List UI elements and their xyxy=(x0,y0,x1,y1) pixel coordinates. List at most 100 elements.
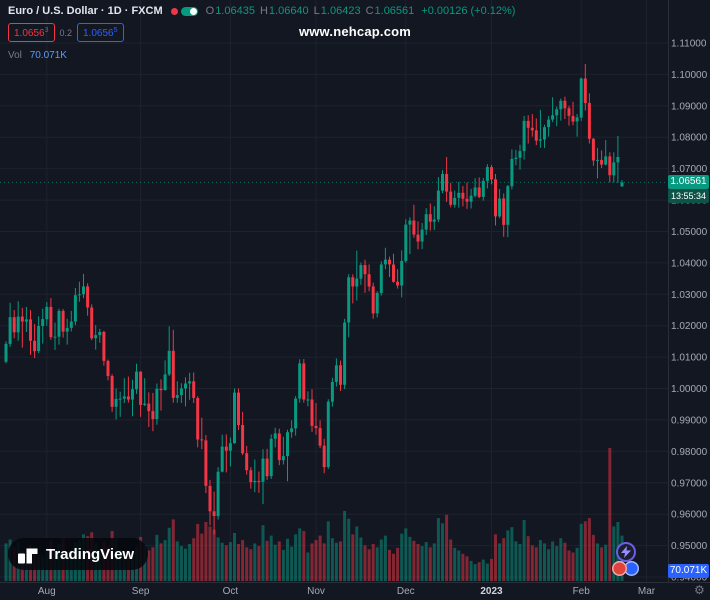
candle-body xyxy=(253,480,257,483)
buy-button[interactable]: 1.06565 xyxy=(77,23,124,42)
price-axis-label[interactable]: 0.94000 xyxy=(671,573,708,584)
price-axis-label[interactable]: 1.08000 xyxy=(671,133,708,144)
candle-body xyxy=(375,293,379,314)
axis-settings-gear-icon[interactable]: ⚙ xyxy=(694,583,705,597)
time-axis-label[interactable]: 2023 xyxy=(480,586,503,597)
candle-body xyxy=(347,277,351,323)
candle-body xyxy=(57,310,61,337)
volume-bar xyxy=(514,541,518,581)
candle-body xyxy=(167,350,171,375)
candle-body xyxy=(616,157,620,163)
candle-body xyxy=(547,119,551,128)
candle-body xyxy=(424,214,428,230)
candle-body xyxy=(196,398,200,440)
candle-body xyxy=(416,234,420,242)
time-axis-label[interactable]: Nov xyxy=(307,586,325,597)
volume-bar xyxy=(249,549,253,581)
tradingview-logo[interactable]: TradingView xyxy=(8,538,149,570)
candle-body xyxy=(179,388,183,396)
candle-body xyxy=(314,425,318,429)
open-value: 1.06435 xyxy=(215,5,255,17)
sell-button[interactable]: 1.06563 xyxy=(8,23,55,42)
price-axis-label[interactable]: 1.02000 xyxy=(671,321,708,332)
market-status-toggle[interactable] xyxy=(170,6,198,16)
volume-bar xyxy=(314,540,318,581)
price-axis-label[interactable]: 1.00000 xyxy=(671,384,708,395)
time-axis-label[interactable]: Oct xyxy=(223,586,239,597)
record-dot-icon xyxy=(170,7,178,15)
candle-body xyxy=(163,374,167,391)
time-axis-label[interactable]: Feb xyxy=(573,586,591,597)
candle-body xyxy=(392,264,395,282)
candle-body xyxy=(432,219,436,222)
price-axis-label[interactable]: 1.10000 xyxy=(671,70,708,81)
volume-bar xyxy=(359,537,363,581)
candle-body xyxy=(494,179,497,217)
volume-bar xyxy=(4,543,8,581)
volume-bar xyxy=(392,553,395,581)
candle-body xyxy=(294,398,298,429)
candle-body xyxy=(583,78,587,103)
volume-bar xyxy=(326,521,330,581)
volume-bar xyxy=(204,522,208,581)
volume-bar xyxy=(494,534,497,581)
price-axis-label[interactable]: 0.99000 xyxy=(671,415,708,426)
price-axis-label[interactable]: 1.03000 xyxy=(671,290,708,301)
candle-body xyxy=(575,117,579,122)
price-axis-label[interactable]: 0.98000 xyxy=(671,447,708,458)
candle-body xyxy=(461,192,465,199)
candle-body xyxy=(53,336,57,338)
reaction-icons[interactable] xyxy=(612,561,642,577)
candle-body xyxy=(339,365,342,385)
candle-body xyxy=(563,100,567,109)
candle-body xyxy=(265,458,269,477)
volume-bar xyxy=(522,520,526,581)
volume-bar xyxy=(343,510,347,581)
boost-button[interactable] xyxy=(616,542,636,562)
candle-body xyxy=(257,480,261,482)
candle-body xyxy=(273,433,277,439)
price-axis-label[interactable]: 1.11000 xyxy=(671,39,707,50)
current-price-badge[interactable]: 1.06561 xyxy=(668,175,709,189)
volume-bar xyxy=(196,523,200,581)
price-axis-label[interactable]: 1.09000 xyxy=(671,101,708,112)
time-axis-label[interactable]: Sep xyxy=(132,586,150,597)
price-axis-label[interactable]: 0.97000 xyxy=(671,478,708,489)
volume-bar xyxy=(347,518,351,581)
volume-bar xyxy=(420,546,424,581)
volume-bar xyxy=(445,514,449,581)
candle-body xyxy=(139,371,143,405)
tradingview-brand-text: TradingView xyxy=(46,545,135,563)
price-axis-label[interactable]: 1.07000 xyxy=(671,164,708,175)
volume-bar xyxy=(396,547,400,581)
volume-bar xyxy=(159,543,163,581)
volume-label[interactable]: Vol xyxy=(8,50,22,61)
price-axis-label[interactable]: 0.95000 xyxy=(671,541,708,552)
volume-bar xyxy=(559,538,563,581)
time-axis-label[interactable]: Dec xyxy=(397,586,415,597)
time-axis-label[interactable]: Mar xyxy=(638,586,656,597)
volume-bar xyxy=(175,541,179,581)
candle-body xyxy=(208,485,212,512)
price-axis-label[interactable]: 1.04000 xyxy=(671,258,708,269)
candle-body xyxy=(579,78,583,118)
candle-body xyxy=(522,120,526,152)
volume-bar xyxy=(596,543,599,581)
candle-body xyxy=(237,392,240,425)
close-label: C xyxy=(365,5,374,17)
time-axis-label[interactable]: Aug xyxy=(38,586,56,597)
candle-body xyxy=(41,319,45,326)
candle-body xyxy=(94,335,98,339)
volume-bar xyxy=(151,547,155,581)
price-axis-label[interactable]: 1.05000 xyxy=(671,227,708,238)
symbol-title[interactable]: Euro / U.S. Dollar · 1D · FXCM xyxy=(8,5,163,17)
price-axis-label[interactable]: 0.96000 xyxy=(671,510,708,521)
candle-body xyxy=(98,332,102,336)
candle-body xyxy=(465,198,469,202)
chart-legend: Euro / U.S. Dollar · 1D · FXCM O 1.06435 … xyxy=(8,5,515,61)
candle-body xyxy=(355,278,359,287)
candle-body xyxy=(281,456,285,461)
price-axis-label[interactable]: 1.01000 xyxy=(671,353,708,364)
volume-bar xyxy=(237,544,240,581)
